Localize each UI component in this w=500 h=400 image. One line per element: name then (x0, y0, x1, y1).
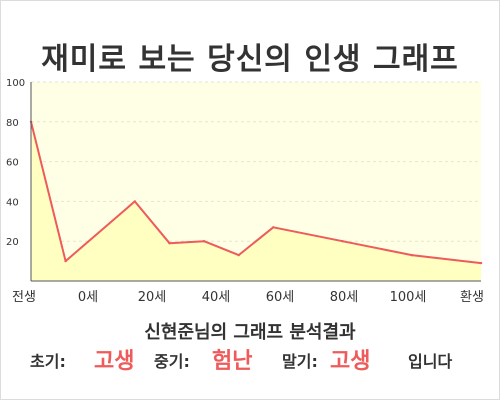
gridlines (31, 81, 481, 242)
data-point (168, 241, 171, 245)
y-tick-labels: 20 40 60 80 100 (6, 78, 25, 248)
page-title: 재미로 보는 당신의 인생 그래프 (41, 42, 459, 77)
mid-label: 중기: (154, 352, 190, 371)
early-label: 초기: (30, 352, 66, 371)
y-tick-label: 80 (6, 118, 19, 129)
y-tick-label: 40 (6, 197, 19, 208)
life-area-fill (31, 121, 481, 281)
y-tick-label: 60 (6, 158, 19, 169)
x-tick-label: 80세 (330, 290, 359, 305)
y-tick-label: 20 (6, 237, 19, 248)
late-label: 말기: (282, 352, 318, 371)
y-tick-label: 100 (6, 78, 25, 89)
early-value: 고생 (94, 349, 135, 374)
late-value: 고생 (330, 349, 371, 374)
x-tick-label: 20세 (138, 290, 167, 305)
data-point (479, 261, 483, 265)
data-point (410, 253, 413, 257)
data-point (202, 240, 206, 243)
data-point (272, 226, 275, 229)
analysis-summary: 초기: 고생 중기: 험난 말기: 고생 입니다 (30, 346, 490, 378)
summary-ending: 입니다 (408, 352, 453, 371)
x-tick-label: 환생 (460, 290, 484, 305)
mid-value: 험난 (212, 349, 253, 374)
x-tick-label: 100세 (390, 290, 427, 305)
analysis-subtitle: 신현준님의 그래프 분석결과 (144, 322, 356, 343)
x-tick-label: 60세 (266, 290, 295, 305)
data-point (237, 253, 240, 257)
x-tick-label: 0세 (78, 290, 98, 305)
data-point (341, 240, 344, 243)
data-point (64, 259, 67, 263)
life-line-series (30, 121, 482, 265)
data-point (133, 200, 137, 203)
x-tick-label: 40세 (202, 290, 231, 305)
x-tick-labels: 전생 0세 20세 40세 60세 80세 100세 환생 (12, 290, 484, 305)
x-tick-label: 전생 (12, 290, 36, 305)
